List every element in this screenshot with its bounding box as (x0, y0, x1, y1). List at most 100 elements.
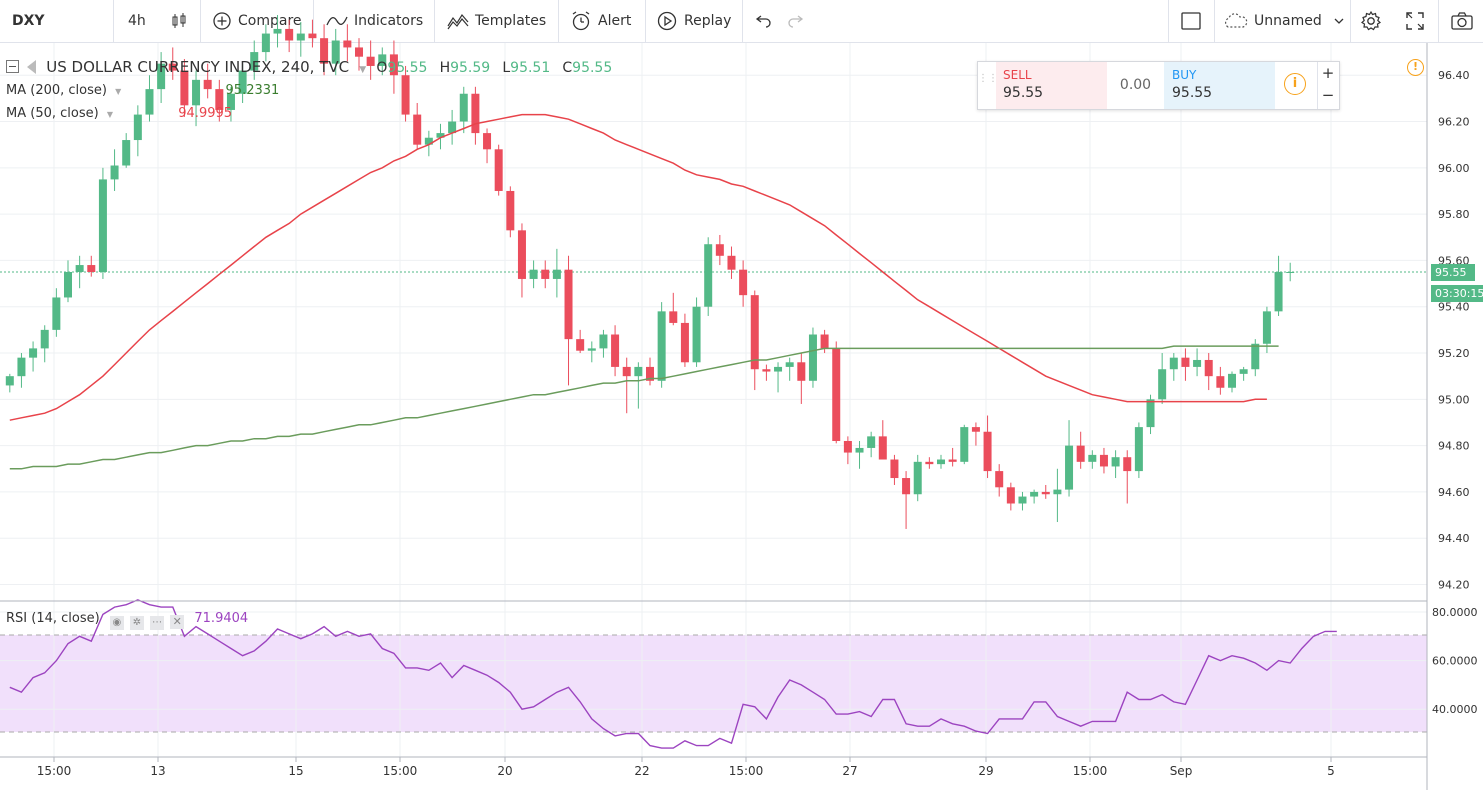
time-tick-label: 27 (842, 764, 857, 778)
candle (226, 86, 235, 122)
undo-button[interactable] (754, 0, 772, 42)
candle-body (203, 79, 212, 90)
time-tick-label: 15:00 (729, 764, 764, 778)
candle (622, 357, 631, 414)
candle-body (226, 93, 235, 110)
candle (320, 24, 329, 76)
collapse-legend-icon[interactable] (6, 60, 19, 73)
candle (646, 357, 654, 386)
interval-button[interactable]: 4h (128, 0, 146, 42)
candle-body (494, 149, 503, 191)
time-tick-label: 20 (497, 764, 512, 778)
candle-body (157, 63, 166, 90)
candle (389, 40, 398, 94)
candle-body (948, 459, 957, 462)
buy-button[interactable]: BUY 95.55 (1164, 62, 1275, 109)
candle-body (1204, 359, 1213, 377)
candle (192, 70, 201, 127)
candle-body (261, 33, 270, 53)
candle-body (1274, 272, 1283, 312)
candle-body (401, 75, 410, 115)
price-axis[interactable]: 96.4096.2096.0095.8095.6095.4095.2095.00… (1438, 69, 1470, 591)
ma50-value: 94.9995 (178, 106, 233, 121)
candle-body (971, 427, 980, 432)
candle (750, 290, 759, 391)
candle (517, 223, 526, 298)
chevron-down-icon[interactable]: ▼ (115, 87, 122, 96)
candle (1134, 422, 1143, 479)
drag-handle-icon[interactable]: ⋮⋮ (978, 73, 998, 84)
candle (913, 454, 922, 502)
warning-icon[interactable]: ! (1407, 59, 1424, 76)
candle-body (1065, 445, 1074, 490)
alert-button[interactable]: Alert (570, 0, 631, 42)
candle-body (52, 297, 61, 330)
candle-body (995, 471, 1004, 488)
minus-icon[interactable]: − (1321, 86, 1335, 104)
alert-label: Alert (598, 13, 632, 29)
plus-icon[interactable]: + (1321, 64, 1335, 82)
candle (331, 28, 340, 76)
candle (948, 447, 957, 467)
chevron-down-icon[interactable]: ▼ (359, 65, 367, 75)
redo-button[interactable] (787, 0, 805, 42)
candle (541, 260, 550, 289)
price-tick-label: 94.40 (1438, 532, 1470, 545)
snapshot-button[interactable] (1451, 0, 1473, 42)
candle (925, 457, 934, 469)
candle (5, 373, 14, 393)
series-title[interactable]: US DOLLAR CURRENCY INDEX, 240, TVC (46, 58, 350, 76)
settings-button[interactable] (1360, 0, 1382, 42)
candle (564, 255, 573, 386)
candle (238, 63, 247, 104)
candle (75, 255, 84, 289)
indicators-label: Indicators (354, 13, 424, 29)
candle-body (622, 366, 631, 377)
spread-value: 0.00 (1119, 77, 1152, 93)
compare-label: Compare (238, 13, 302, 29)
candle (1262, 306, 1271, 354)
indicators-button[interactable]: Indicators (326, 0, 423, 42)
candle (40, 325, 49, 363)
chart-style-button[interactable] (170, 0, 188, 42)
flag-icon (27, 60, 37, 74)
candle (739, 260, 748, 307)
candle (355, 38, 363, 71)
candle-body (1018, 496, 1027, 504)
rsi-axis[interactable]: 80.0000 60.0000 40.0000 (1432, 606, 1478, 716)
candle-body (459, 93, 468, 122)
replay-button[interactable]: Replay (656, 0, 731, 42)
fullscreen-button[interactable] (1405, 0, 1425, 42)
layout-menu-button[interactable]: Unnamed (1222, 0, 1344, 42)
candle-body (1099, 454, 1108, 467)
ma200-legend[interactable]: MA (200, close) ▼ 95.2331 (6, 83, 279, 98)
time-tick-label: 15:00 (1073, 764, 1108, 778)
alarm-clock-icon (572, 11, 590, 31)
candle-body (1193, 359, 1202, 367)
candle (250, 40, 259, 80)
ma50-legend[interactable]: MA (50, close) ▼ 94.9995 (6, 106, 232, 121)
gear-icon[interactable]: ✲ (129, 616, 144, 630)
time-axis[interactable]: 15:00 13 15 15:00 20 22 15:00 27 29 15:00 Sep 5 (37, 757, 1335, 778)
candle (343, 24, 352, 62)
chevron-down-icon[interactable]: ▼ (106, 110, 113, 119)
candle (832, 341, 841, 444)
candle-body (389, 54, 398, 76)
symbol-search-button[interactable]: DXY (12, 0, 45, 42)
close-icon[interactable]: ✕ (170, 615, 185, 629)
more-icon[interactable]: ⋯ (150, 616, 165, 630)
fullscreen-layout-button[interactable] (1181, 0, 1201, 42)
rsi-legend[interactable]: RSI (14, close) ◉ ✲ ⋯ ✕ 71.9404 (6, 611, 248, 630)
templates-button[interactable]: Templates (447, 0, 546, 42)
info-icon[interactable]: i (1284, 73, 1306, 95)
rsi-tick-label: 80.0000 (1432, 606, 1478, 619)
candle (1088, 450, 1097, 469)
candle-body (1228, 373, 1236, 388)
candle-body (471, 93, 480, 134)
time-tick-label: 22 (634, 764, 649, 778)
candle-body (192, 79, 201, 106)
sell-button[interactable]: SELL 95.55 (996, 62, 1107, 109)
compare-button[interactable]: Compare (212, 0, 302, 42)
eye-icon[interactable]: ◉ (109, 616, 124, 630)
